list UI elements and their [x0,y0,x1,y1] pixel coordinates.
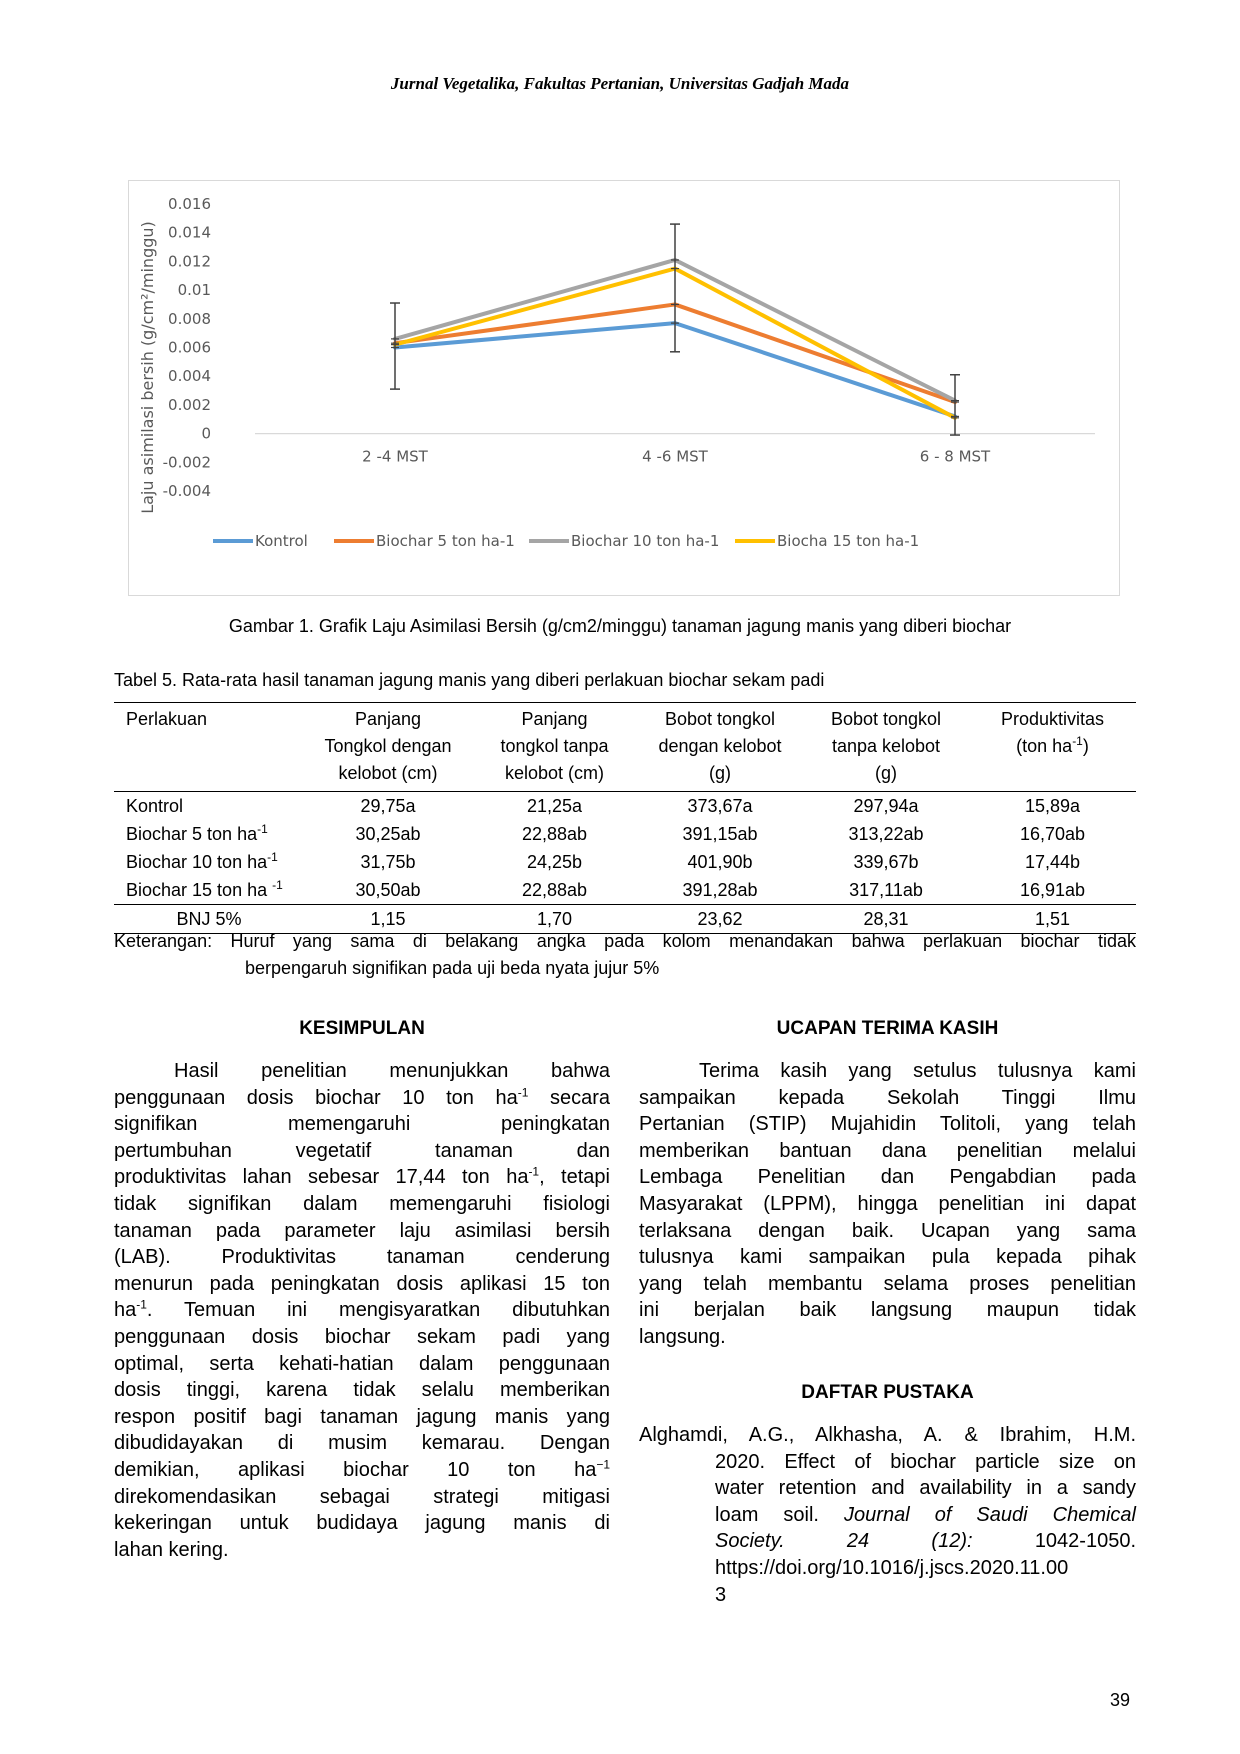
table-row: Kontrol 29,75a 21,25a 373,67a 297,94a 15… [114,792,1136,821]
legend-label: Biocha 15 ton ha-1 [777,532,919,550]
x-category-label: 4 -6 MST [642,448,708,466]
table-cell: 21,25a [526,796,583,816]
kesimpulan-body: Hasil penelitian menunjukkan bahwa pengg… [114,1060,610,1561]
table-row: Biochar 15 ton ha -1 30,50ab 22,88ab 391… [114,876,1136,905]
row-label: BNJ 5% [176,909,242,929]
table-note-line: berpengaruh signifikan pada uji beda nya… [245,958,660,978]
figure-caption: Gambar 1. Grafik Laju Asimilasi Bersih (… [228,616,1012,636]
y-tick-label: 0.01 [178,281,211,299]
header-panjang-tanpa-kelobot: Panjang tongkol tanpa kelobot (cm) [500,709,609,783]
reference-item: Alghamdi, A.G., Alkhasha, A. & Ibrahim, … [639,1424,1137,1606]
header-panjang-dengan-kelobot: Panjang Tongkol dengan kelobot (cm) [324,709,452,783]
table-cell: 401,90b [687,852,753,872]
table-cell: 297,94a [853,796,919,816]
table-cell: 373,67a [687,796,753,816]
table-cell: 31,75b [360,852,416,872]
section-title-daftar-pustaka: DAFTAR PUSTAKA [801,1382,974,1403]
line-chart: 0.016 0.014 0.012 0.01 0.008 0.006 0.004 0.002 0… [138,195,1095,550]
table-cell: 24,25b [526,852,583,872]
y-tick-label: 0 [201,425,211,443]
y-tick-label: 0.006 [168,339,211,357]
table-caption: Tabel 5. Rata-rata hasil tanaman jagung … [114,670,825,690]
journal-header: Jurnal Vegetalika, Fakultas Pertanian, U… [390,74,850,93]
table-cell: 313,22ab [848,824,924,844]
legend-label: Biochar 10 ton ha-1 [571,532,719,550]
table-cell: 22,88ab [521,824,588,844]
table-row: Biochar 5 ton ha-1 30,25ab 22,88ab 391,1… [114,820,1136,848]
table-cell: 391,15ab [682,824,758,844]
table-cell: 16,91ab [1019,880,1086,900]
y-tick-label: 0.012 [168,252,211,270]
header-perlakuan: Perlakuan [126,709,208,729]
y-axis-title: Laju asimilasi bersih (g/cm²/minggu) [138,221,157,514]
header-bobot-dengan-kelobot: Bobot tongkol dengan kelobot (g) [658,709,782,783]
y-tick-label: -0.004 [163,482,211,500]
table-cell: 1,15 [370,909,406,929]
table-cell: 317,11ab [849,880,923,900]
legend-label: Kontrol [255,532,308,550]
section-title-ucapan: UCAPAN TERIMA KASIH [776,1018,999,1039]
results-table: Perlakuan Panjang Tongkol dengan kelobot (… [114,702,1136,934]
row-label: Biochar 5 ton ha-1 [126,822,268,844]
table-row-bnj: BNJ 5% 1,15 1,70 23,62 28,31 1,51 [114,904,1136,934]
chart-figure: 0.016 0.014 0.012 0.01 0.008 0.006 0.004 0.002 0… [128,180,1120,596]
table-note: Keterangan: Huruf yang sama di belakang … [114,928,1136,982]
table-header-row: Perlakuan Panjang Tongkol dengan kelobot (… [114,702,1136,792]
page-number: 39 [1110,1690,1131,1710]
y-tick-label: -0.002 [163,453,211,471]
row-label: Biochar 15 ton ha -1 [126,878,283,900]
table-cell: 29,75a [360,796,416,816]
table-cell: 30,50ab [355,880,421,900]
y-tick-label: 0.014 [168,224,211,242]
table-cell: 16,70ab [1019,824,1086,844]
table-note-line: Keterangan: Huruf yang sama di belakang … [114,931,1136,951]
table-cell: 15,89a [1024,796,1081,816]
ucapan-body: Terima kasih yang setulus tulusnya kami … [639,1060,1136,1348]
table-cell: 17,44b [1024,852,1081,872]
row-label: Biochar 10 ton ha-1 [126,850,278,872]
row-label: Kontrol [126,796,184,816]
table-cell: 1,70 [536,909,573,929]
table-cell: 23,62 [697,909,743,929]
legend-label: Biochar 5 ton ha-1 [376,532,515,550]
table-row: Biochar 10 ton ha-1 31,75b 24,25b 401,90… [114,848,1136,876]
header-bobot-tanpa-kelobot: Bobot tongkol tanpa kelobot (g) [830,709,942,783]
y-tick-label: 0.004 [168,367,211,385]
section-title-kesimpulan: KESIMPULAN [299,1018,425,1039]
table-cell: 1,51 [1034,909,1071,929]
table-cell: 30,25ab [355,824,421,844]
table-cell: 339,67b [853,852,919,872]
x-category-label: 6 - 8 MST [920,448,991,466]
x-category-label: 2 -4 MST [362,448,428,466]
header-produktivitas: Produktivitas (ton ha-1) [1000,709,1105,756]
table-cell: 22,88ab [521,880,588,900]
y-tick-label: 0.008 [168,310,211,328]
y-tick-label: 0.002 [168,396,211,414]
table-cell: 28,31 [863,909,909,929]
table-cell: 391,28ab [682,880,758,900]
y-tick-label: 0.016 [168,195,211,213]
